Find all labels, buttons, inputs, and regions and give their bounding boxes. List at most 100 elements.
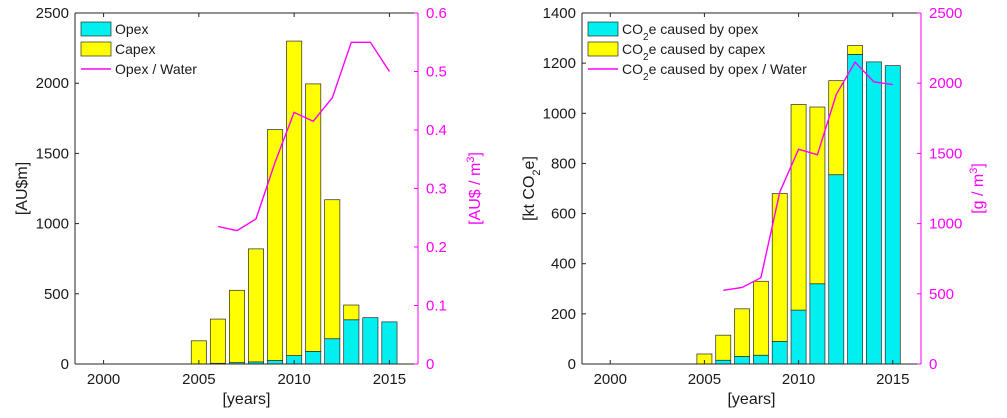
x-tick-label: 2005 — [182, 371, 215, 388]
x-tick-label: 2010 — [277, 371, 310, 388]
y-axis-right-label-superscript: 3 — [465, 157, 477, 163]
y-tick-label-right: 0.6 — [426, 5, 447, 22]
legend-label: CO2e caused by opex / Water — [622, 61, 807, 83]
legend-swatch-capex — [587, 41, 619, 57]
legend-label-text: Opex / Water — [115, 61, 197, 77]
y-tick-label-left: 600 — [551, 206, 576, 223]
y-tick-label-left: 2000 — [36, 75, 69, 92]
x-tick-label: 2000 — [87, 371, 120, 388]
legend-label-text: CO — [622, 61, 643, 77]
y-axis-label-left: [kt CO2e] — [521, 156, 543, 221]
bar-opex — [267, 360, 284, 365]
legend-label-subscript: 2 — [643, 72, 649, 83]
bar-opex — [809, 283, 826, 365]
y-axis-right-label-end: ] — [970, 163, 987, 167]
bar-capex — [248, 248, 264, 363]
chart-panel-cost: 2000 2005 2010 2015 0 500 1000 1500 2000 2500 0 0.1… — [14, 5, 484, 408]
bar-capex — [790, 104, 807, 311]
bar-opex — [305, 351, 322, 365]
bar-capex — [267, 129, 284, 361]
y-tick-label-left: 400 — [551, 256, 576, 273]
y-axis-right-label-superscript: 3 — [968, 168, 980, 174]
y-tick-label-left: 2500 — [36, 5, 69, 22]
y-tick-label-left: 200 — [551, 306, 576, 323]
y-tick-label-right: 0 — [426, 356, 434, 373]
bar-capex — [229, 289, 245, 363]
x-tick-label: 2010 — [782, 371, 815, 388]
bar-capex — [828, 80, 845, 176]
bar-opex — [771, 341, 788, 365]
bar-capex — [715, 334, 732, 361]
legend-label-text-end: e caused by opex — [649, 21, 759, 37]
bar-capex — [753, 280, 769, 356]
y-tick-label-right: 0.5 — [426, 64, 447, 81]
bar-opex — [828, 174, 845, 365]
bar-opex — [866, 61, 882, 365]
x-axis-label: [years] — [222, 391, 270, 408]
y-axis-label-left: [AU$m] — [14, 162, 31, 215]
bar-opex — [734, 356, 750, 365]
bar-capex — [324, 199, 341, 340]
y-axis-label-subscript: 2 — [531, 169, 543, 175]
legend-label-text-end: e caused by capex — [649, 41, 766, 57]
legend-swatch-opex — [80, 21, 112, 37]
line-series-ratio — [723, 60, 893, 291]
bar-opex — [343, 319, 360, 365]
legend-label: CO2e caused by opex — [622, 21, 758, 43]
bar-capex — [734, 308, 750, 357]
bar-capex — [305, 83, 322, 352]
y-tick-label-left: 1200 — [543, 55, 576, 72]
x-tick-label: 2015 — [373, 371, 406, 388]
x-tick-label: 2015 — [876, 371, 909, 388]
bar-capex — [209, 318, 226, 364]
y-axis-right-label-text: [AU$ / m — [467, 163, 484, 225]
y-tick-label-left: 1500 — [36, 145, 69, 162]
y-axis-label-text: [AU$m] — [14, 162, 31, 215]
legend-label-subscript: 2 — [643, 52, 649, 63]
bar-opex — [847, 54, 863, 365]
bar-opex — [884, 65, 901, 365]
chart-panel-emissions: 2000 2005 2010 2015 0 200 400 600 800 1000 1200 140… — [521, 5, 987, 408]
y-tick-label-left: 500 — [44, 286, 69, 303]
y-tick-label-right: 500 — [929, 286, 954, 303]
legend-label: Capex — [115, 41, 155, 57]
y-axis-right-label-end: ] — [467, 152, 484, 156]
x-axis-label: [years] — [727, 391, 775, 408]
bar-opex — [381, 321, 398, 365]
legend-label: Opex — [115, 21, 148, 37]
y-tick-label-right: 0 — [929, 356, 937, 373]
y-tick-label-left: 1000 — [543, 105, 576, 122]
y-axis-label-end: e] — [521, 156, 538, 169]
bar-capex — [809, 106, 826, 285]
legend-label-text: Capex — [115, 41, 155, 57]
legend-label-subscript: 2 — [643, 32, 649, 43]
bar-opex — [324, 338, 341, 365]
bar-opex — [753, 354, 769, 365]
y-axis-right-label-text: [g / m — [970, 174, 987, 214]
bar-capex — [286, 40, 303, 356]
y-tick-label-left: 0 — [568, 356, 576, 373]
y-tick-label-left: 0 — [61, 356, 69, 373]
y-tick-label-left: 1000 — [36, 216, 69, 233]
y-axis-label-right: [AU$ / m3] — [465, 152, 484, 225]
y-tick-label-right: 0.3 — [426, 181, 447, 198]
bar-capex — [847, 45, 863, 55]
legend-label-text: CO — [622, 21, 643, 37]
bar-capex — [343, 304, 360, 321]
legend-label-text-end: e caused by opex / Water — [649, 61, 808, 77]
line-series-ratio — [217, 41, 390, 232]
legend-label: CO2e caused by capex — [622, 41, 765, 63]
legend-swatch-opex — [587, 21, 619, 37]
y-axis-label-text: [kt CO — [521, 176, 538, 221]
legend-label-text: Opex — [115, 21, 148, 37]
legend-label-text: CO — [622, 41, 643, 57]
y-tick-label-right: 0.4 — [426, 122, 447, 139]
x-tick-label: 2000 — [594, 371, 627, 388]
y-tick-label-right: 0.1 — [426, 298, 447, 315]
bar-opex — [362, 317, 379, 365]
x-tick-label: 2005 — [688, 371, 721, 388]
y-axis-label-right: [g / m3] — [968, 163, 987, 214]
legend-swatch-capex — [80, 41, 112, 57]
y-tick-label-left: 1400 — [543, 5, 576, 22]
